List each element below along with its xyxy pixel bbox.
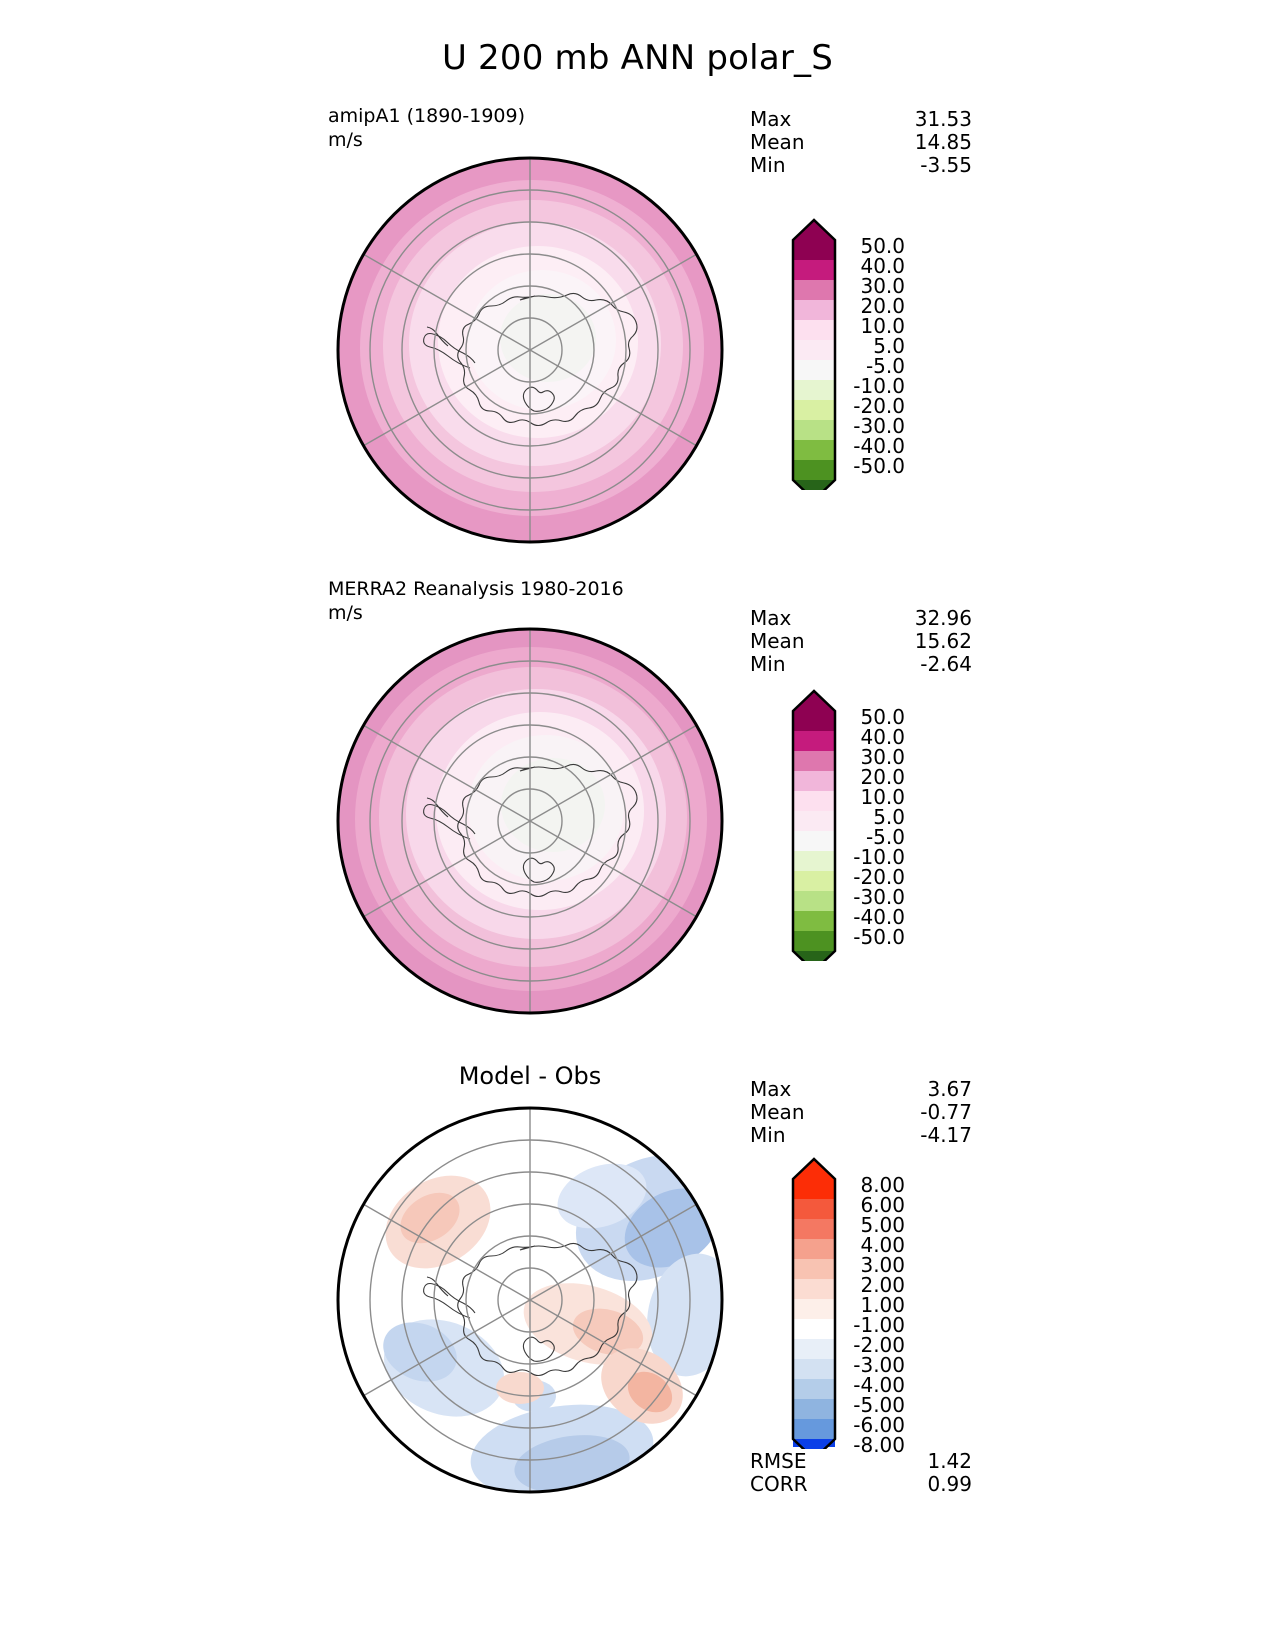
stat-label: Min — [750, 153, 786, 177]
stat-value: 31.53 — [914, 107, 972, 131]
stat-value: -4.17 — [920, 1123, 972, 1147]
stat-label: Max — [750, 107, 792, 131]
stat-value: 32.96 — [914, 606, 972, 630]
colorbar-outline-obs — [791, 689, 837, 961]
map-outline-obs — [336, 627, 724, 1015]
metric-label: RMSE — [750, 1449, 807, 1473]
panel-model-subtitle: amipA1 (1890-1909) — [328, 105, 526, 127]
colorbar-bands-obs — [793, 691, 835, 961]
stat-value: 15.62 — [914, 629, 972, 653]
graticule-model — [362, 158, 698, 542]
stat-value: -3.55 — [920, 153, 972, 177]
colorbar-model[interactable] — [791, 218, 837, 490]
metric-value: 0.99 — [927, 1472, 972, 1496]
stat-label: Mean — [750, 1100, 805, 1124]
colorbar-outline-difference — [791, 1157, 837, 1449]
panel-difference-title: Model - Obs — [458, 1062, 602, 1090]
metric-value: 1.42 — [927, 1449, 972, 1473]
stat-label: Max — [750, 1077, 792, 1101]
graticule-obs — [362, 629, 698, 1013]
panel-model-units: m/s — [328, 129, 363, 151]
stat-label: Max — [750, 606, 792, 630]
stat-value: -0.77 — [920, 1100, 972, 1124]
colorbar-bands-difference — [793, 1159, 835, 1449]
stat-label: Min — [750, 652, 786, 676]
panel-obs-units: m/s — [328, 602, 363, 624]
stat-label: Mean — [750, 629, 805, 653]
polar-map-difference[interactable] — [320, 1100, 740, 1500]
colorbar-difference[interactable] — [791, 1157, 837, 1449]
stat-value: 3.67 — [927, 1077, 972, 1101]
map-outline-difference — [336, 1106, 724, 1494]
stat-label: Mean — [750, 130, 805, 154]
stat-label: Min — [750, 1123, 786, 1147]
figure-title: U 200 mb ANN polar_S — [441, 38, 834, 78]
colorbar-outline-model — [791, 218, 837, 490]
stat-value: -2.64 — [920, 652, 972, 676]
polar-map-model[interactable] — [320, 150, 740, 550]
colorbar-bands-model — [793, 220, 835, 490]
panel-obs-subtitle: MERRA2 Reanalysis 1980-2016 — [328, 578, 624, 600]
colorbar-obs[interactable] — [791, 689, 837, 961]
metric-label: CORR — [750, 1472, 808, 1496]
polar-map-obs[interactable] — [320, 621, 740, 1021]
graticule-difference — [362, 1108, 698, 1492]
stat-value: 14.85 — [914, 130, 972, 154]
map-outline-model — [336, 156, 724, 544]
map-fill-obs — [338, 629, 722, 1013]
